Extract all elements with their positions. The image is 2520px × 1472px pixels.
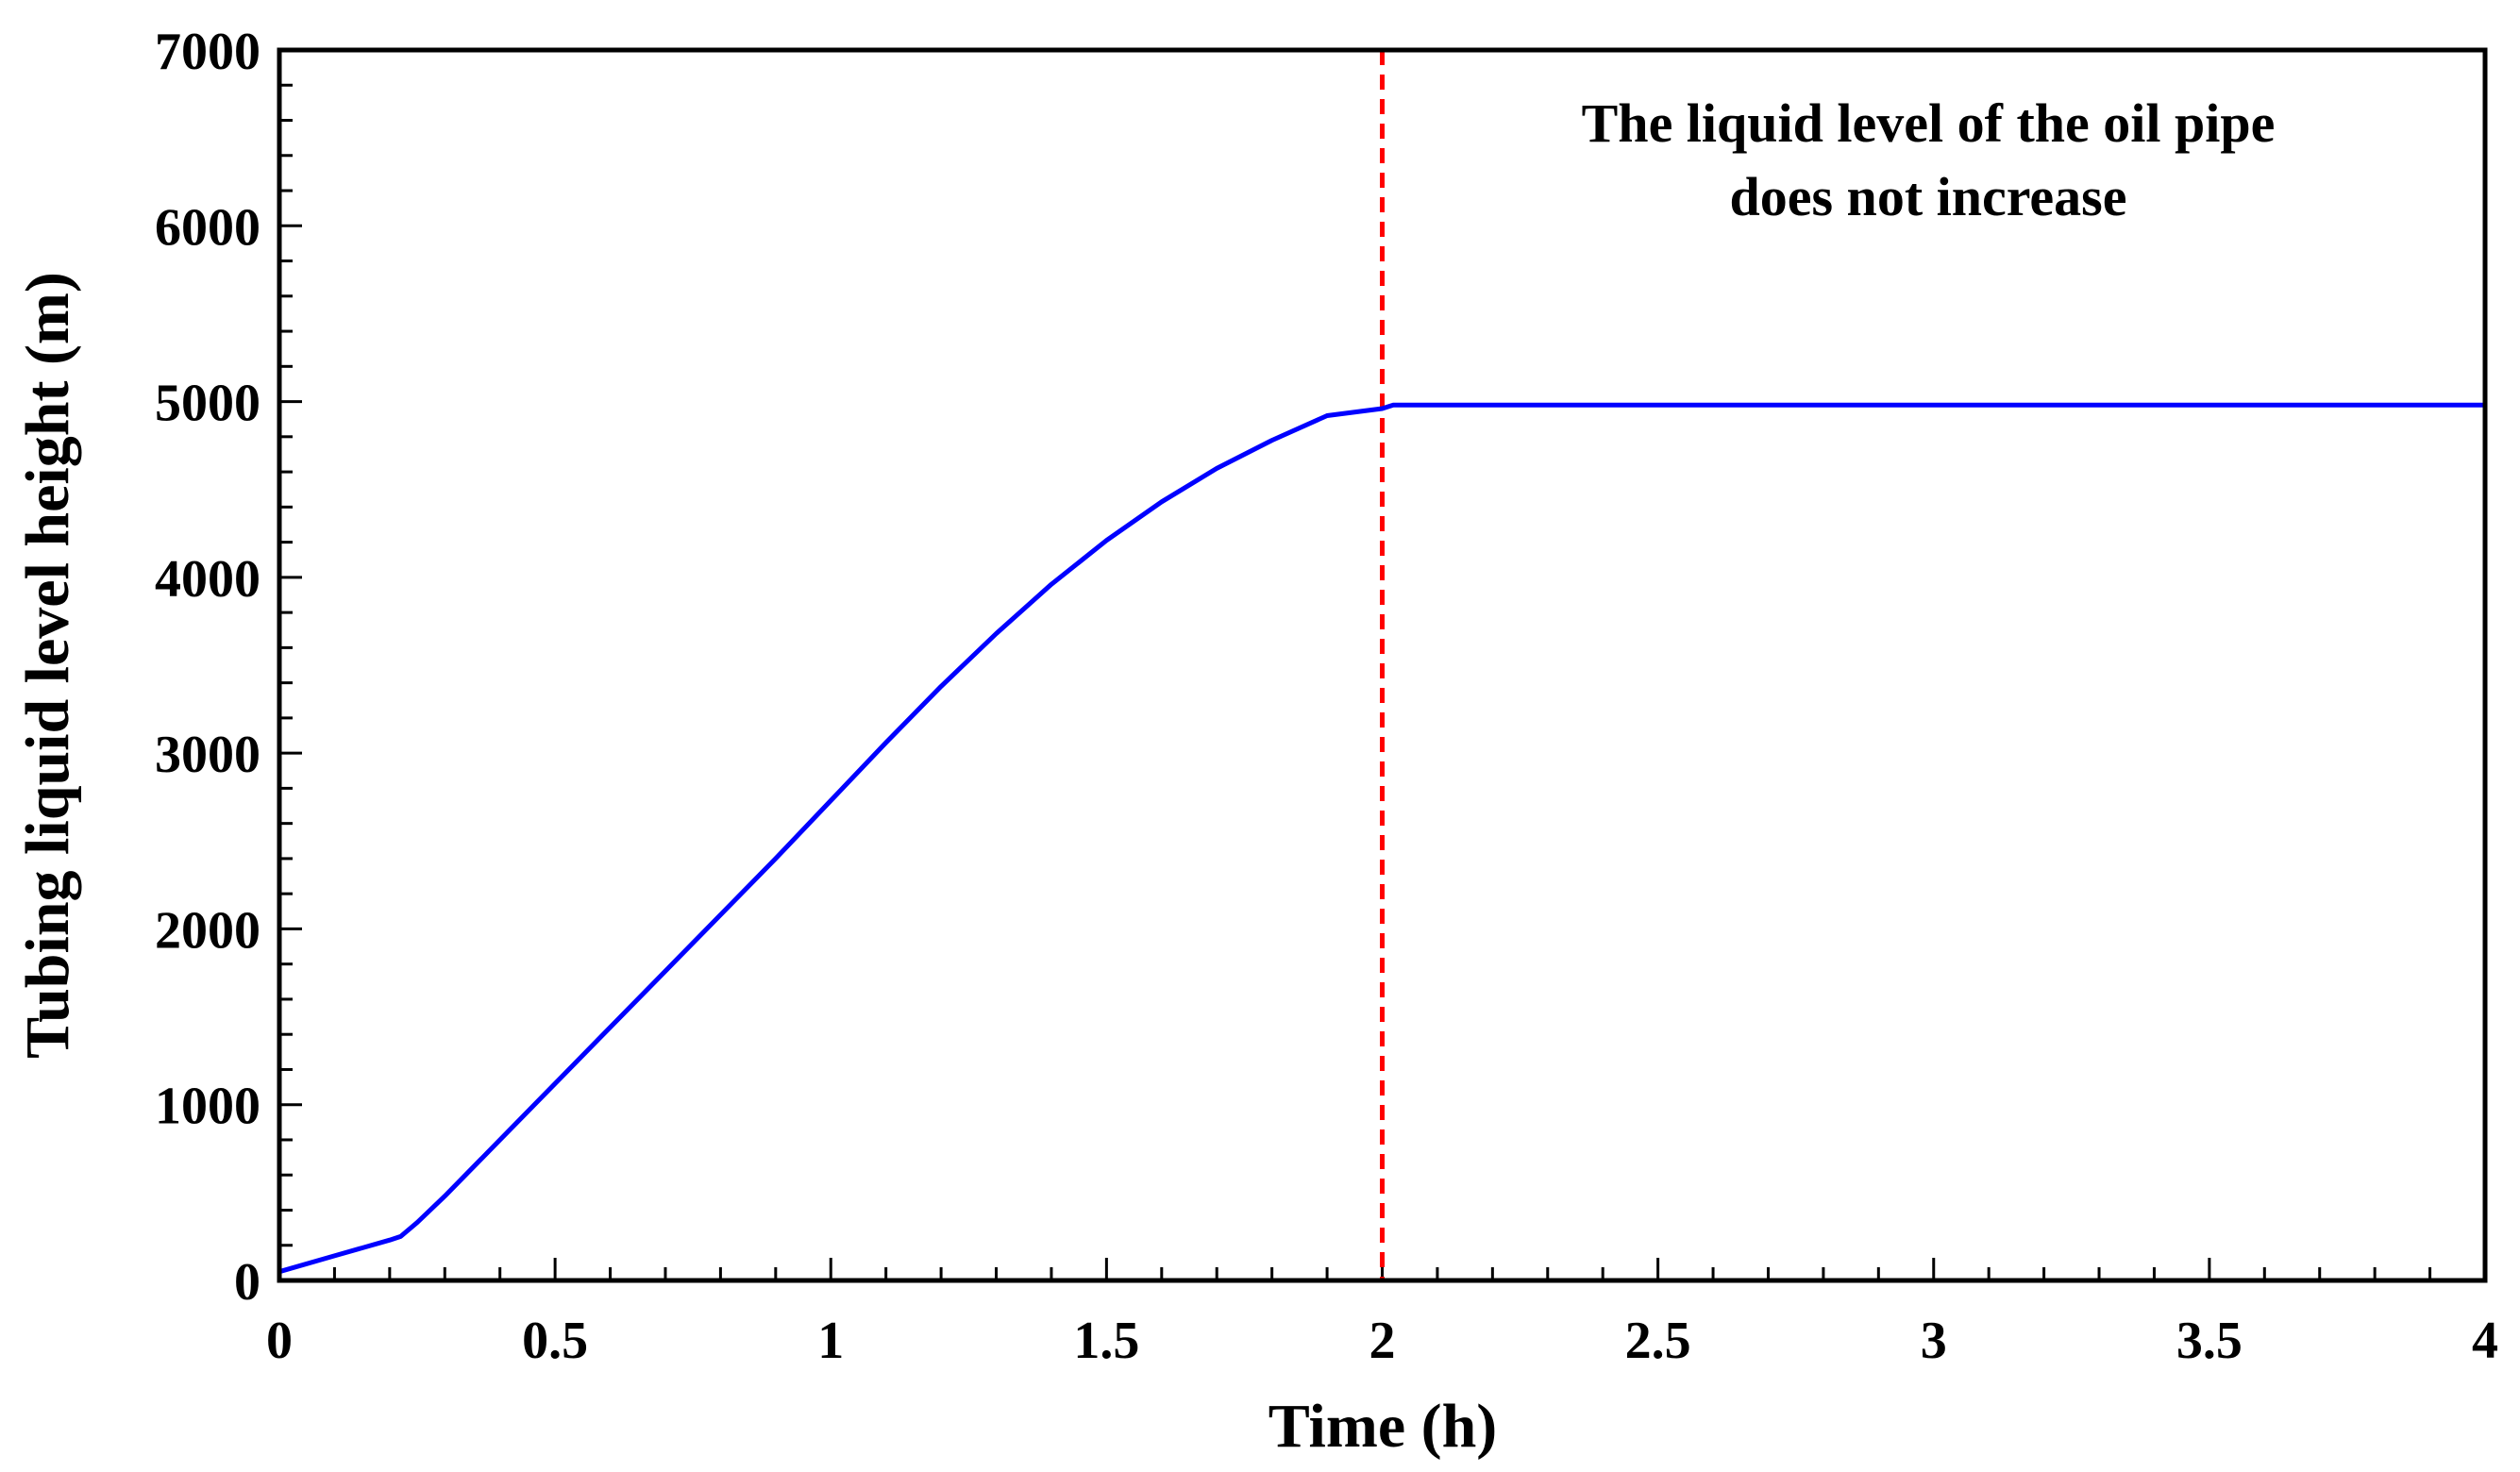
x-tick-label: 1.5 — [1073, 1312, 1139, 1370]
plot-area-frame — [277, 47, 2488, 1283]
y-tick-label: 0 — [234, 1253, 260, 1312]
y-tick-label: 1000 — [155, 1078, 260, 1136]
y-tick-label: 3000 — [155, 726, 260, 784]
y-tick-label: 6000 — [155, 198, 260, 257]
x-tick-label: 4 — [2472, 1312, 2498, 1370]
x-tick-label: 3.5 — [2176, 1312, 2243, 1370]
annotation-text-line-1: The liquid level of the oil pipe — [1582, 92, 2276, 154]
y-axis-ticks — [279, 48, 302, 1282]
y-tick-label: 7000 — [155, 23, 260, 81]
x-tick-label: 0 — [266, 1312, 293, 1370]
x-axis-tick-labels: 0 0.5 1 1.5 2 2.5 3 3.5 4 — [266, 1312, 2498, 1370]
x-axis-title: Time (h) — [1268, 1392, 1498, 1461]
x-tick-label: 2.5 — [1625, 1312, 1691, 1370]
x-tick-label: 1 — [817, 1312, 844, 1370]
x-tick-label: 2 — [1369, 1312, 1396, 1370]
y-tick-label: 2000 — [155, 901, 260, 960]
y-tick-label: 5000 — [155, 375, 260, 433]
x-tick-label: 0.5 — [522, 1312, 588, 1370]
x-tick-label: 3 — [1921, 1312, 1947, 1370]
y-axis-title: Tubing liquid level height (m) — [13, 272, 82, 1059]
y-tick-label: 4000 — [155, 550, 260, 609]
series-line — [277, 402, 2488, 1275]
annotation-text-line-2: does not increase — [1729, 166, 2126, 227]
y-axis-tick-labels: 0 1000 2000 3000 4000 5000 6000 7000 — [155, 23, 260, 1312]
